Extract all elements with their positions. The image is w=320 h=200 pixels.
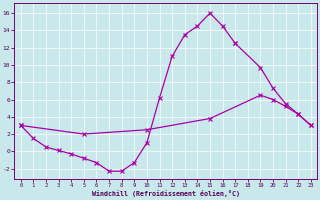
X-axis label: Windchill (Refroidissement éolien,°C): Windchill (Refroidissement éolien,°C) bbox=[92, 190, 240, 197]
